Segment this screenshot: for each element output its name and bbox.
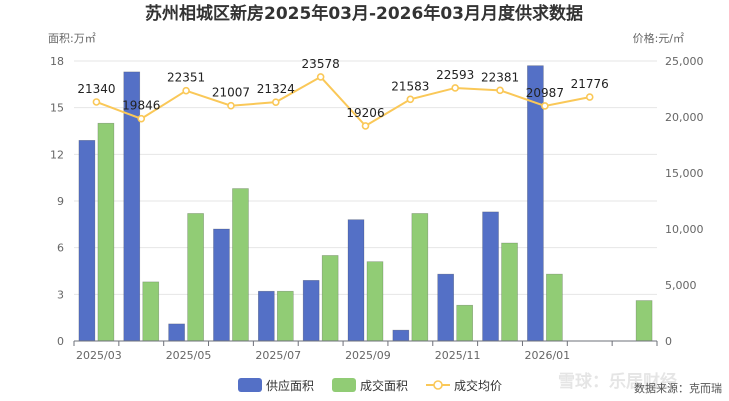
y-axis-right-name: 价格:元/㎡ bbox=[633, 31, 684, 45]
price-line bbox=[96, 75, 590, 128]
y-left-tick-label: 3 bbox=[57, 288, 64, 301]
bar-supply bbox=[302, 280, 320, 342]
price-point bbox=[496, 86, 504, 95]
price-data-label: 19846 bbox=[122, 99, 160, 113]
bars-group bbox=[78, 65, 653, 342]
x-tick-label: 2025/11 bbox=[435, 349, 481, 362]
price-point bbox=[406, 95, 415, 104]
bar-supply bbox=[347, 219, 365, 342]
price-data-label: 21583 bbox=[391, 79, 429, 93]
y-right-tick-label: 20,000 bbox=[665, 111, 704, 124]
y-right-tick-label: 5,000 bbox=[665, 279, 697, 292]
y-right-tick-label: 0 bbox=[665, 335, 672, 348]
price-data-label: 21340 bbox=[77, 82, 115, 96]
y-left-tick-label: 0 bbox=[57, 335, 64, 348]
price-point bbox=[227, 101, 235, 110]
price-point bbox=[272, 98, 280, 106]
bar-deal bbox=[277, 290, 294, 342]
legend-label: 成交均价 bbox=[454, 378, 502, 393]
legend-swatch bbox=[238, 378, 262, 392]
x-tick-label: 2025/03 bbox=[76, 349, 122, 362]
price-data-label: 21007 bbox=[212, 86, 250, 100]
legend: 供应面积 成交面积 成交均价 bbox=[238, 378, 502, 393]
bar-supply bbox=[78, 140, 96, 342]
price-line-group: 21340 19846 22351 21007 21324 23578 19206 21583… bbox=[77, 57, 609, 130]
bar-supply bbox=[482, 211, 499, 342]
bar-deal bbox=[187, 213, 204, 342]
price-data-label: 23578 bbox=[302, 57, 340, 71]
legend-label: 成交面积 bbox=[360, 378, 408, 393]
bar-supply bbox=[168, 323, 185, 342]
data-source: 数据来源：克而瑞 bbox=[634, 381, 722, 395]
y-left-tick-label: 18 bbox=[50, 55, 64, 68]
price-point bbox=[451, 84, 459, 92]
x-tick-label: 2025/05 bbox=[166, 349, 212, 362]
y-right-tick-label: 25,000 bbox=[665, 55, 704, 68]
price-point bbox=[585, 93, 594, 101]
watermark: 雪球：乐居财经 bbox=[558, 371, 677, 392]
price-point bbox=[182, 86, 190, 95]
bar-deal bbox=[142, 281, 160, 342]
bar-supply bbox=[392, 329, 410, 342]
y-right-tick-label: 15,000 bbox=[665, 167, 704, 180]
bar-deal bbox=[635, 300, 653, 342]
bar-deal bbox=[501, 242, 518, 342]
bar-deal bbox=[321, 255, 339, 342]
price-data-label: 22593 bbox=[436, 68, 474, 82]
bar-supply bbox=[437, 273, 454, 342]
bar-deal bbox=[232, 188, 249, 342]
price-data-label: 19206 bbox=[346, 106, 384, 120]
bar-deal bbox=[411, 213, 429, 342]
bar-deal bbox=[456, 304, 473, 342]
bar-supply bbox=[527, 65, 544, 342]
bar-deal bbox=[546, 273, 563, 342]
legend-swatch bbox=[332, 378, 356, 392]
legend-label: 供应面积 bbox=[266, 378, 314, 393]
y-right-tick-label: 10,000 bbox=[665, 223, 704, 236]
grid-lines bbox=[74, 60, 657, 342]
chart-title: 苏州相城区新房2025年03月-2026年03月月度供求数据 bbox=[145, 3, 583, 24]
price-data-label: 21776 bbox=[571, 77, 609, 91]
x-tick-label: 2025/07 bbox=[255, 349, 301, 362]
bar-supply bbox=[258, 290, 275, 342]
y-left-tick-label: 12 bbox=[50, 148, 64, 161]
price-point bbox=[137, 114, 146, 123]
legend-swatch-point bbox=[433, 380, 443, 390]
price-data-label: 22381 bbox=[481, 70, 519, 84]
x-tick-label: 2026/01 bbox=[524, 349, 570, 362]
y-axis-left-name: 面积:万㎡ bbox=[48, 32, 96, 45]
price-point bbox=[361, 122, 370, 130]
y-left-tick-label: 9 bbox=[57, 195, 64, 208]
bar-supply bbox=[213, 228, 230, 342]
y-left-tick-label: 6 bbox=[57, 242, 64, 255]
x-tick-label: 2025/09 bbox=[345, 349, 391, 362]
price-data-label: 22351 bbox=[167, 71, 205, 85]
axes-group: 0 3 6 9 12 15 18 0 5,000 10,000 15,000 20,000 25,000… bbox=[50, 55, 704, 362]
bar-deal bbox=[97, 122, 115, 342]
price-data-label: 20987 bbox=[526, 86, 564, 100]
bar-deal bbox=[366, 261, 384, 342]
y-left-tick-label: 15 bbox=[50, 102, 64, 115]
price-point bbox=[316, 73, 325, 81]
price-data-label: 21324 bbox=[257, 82, 295, 96]
price-point bbox=[92, 98, 101, 106]
price-point bbox=[541, 102, 549, 110]
